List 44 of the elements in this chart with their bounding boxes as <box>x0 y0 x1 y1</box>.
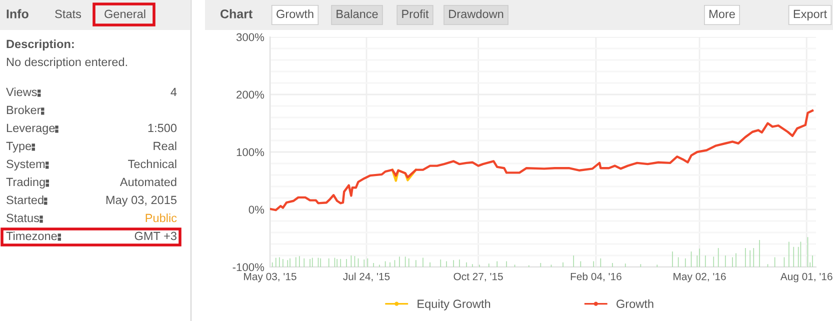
y-tick-label: 200% <box>236 90 264 99</box>
category-label: Leverage <box>6 124 55 135</box>
category-label: Timezone <box>6 231 57 240</box>
text: Profit <box>402 10 429 18</box>
x-tick-label: Oct 27, '15 <box>454 272 503 282</box>
legend-label: Growth <box>616 299 654 308</box>
x-tick-label: Feb 04, '16 <box>570 272 622 282</box>
x-tick-label: May 03, '15 <box>244 272 296 282</box>
text: Drawdown <box>449 10 504 18</box>
y-tick-label: -100% <box>232 263 264 272</box>
text: GMT +3 <box>134 232 176 240</box>
category-label: Started <box>6 195 44 204</box>
text: Growth <box>276 10 314 18</box>
y-tick-label: 100% <box>236 148 264 156</box>
text: 4 <box>170 88 177 96</box>
text: No description entered. <box>6 58 127 69</box>
line-series <box>270 109 814 212</box>
text: Info <box>6 9 28 18</box>
category-label: Broker <box>6 106 41 114</box>
category-label: Views <box>6 88 37 96</box>
x-tick-label: May 02, '16 <box>674 272 726 282</box>
text: Technical <box>128 160 176 168</box>
x-tick-label: Aug 01, '16 <box>780 272 832 282</box>
text: Real <box>154 142 176 150</box>
text: May 03, 2015 <box>106 196 177 206</box>
y-tick-label: 0% <box>248 206 264 214</box>
text: General <box>104 10 146 18</box>
x-tick-label: Jul 24, '15 <box>343 272 390 282</box>
text: Stats <box>55 10 82 18</box>
y-tick-label: 300% <box>236 33 264 42</box>
text: Description: <box>6 40 74 51</box>
category-label: Trading <box>6 178 45 189</box>
text: Balance <box>336 10 378 18</box>
chart-title: Chart <box>220 9 252 18</box>
legend-label: Equity Growth <box>418 299 490 310</box>
text: More <box>710 10 735 18</box>
category-label: Status <box>6 214 40 222</box>
line-series <box>391 168 418 182</box>
text: 1:500 <box>148 124 177 132</box>
text: Automated <box>120 178 176 186</box>
category-label: System <box>6 160 45 171</box>
text: Export <box>794 10 827 21</box>
text: Public <box>146 213 177 222</box>
category-label: Type <box>6 142 32 153</box>
